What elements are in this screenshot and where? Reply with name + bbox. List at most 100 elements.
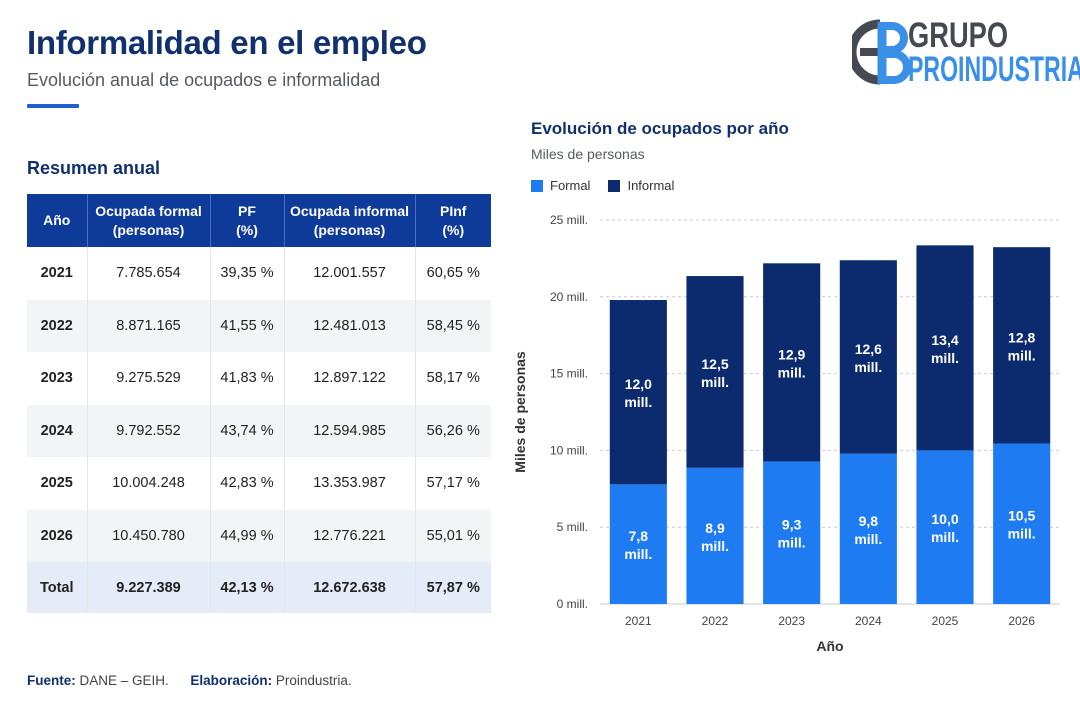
bar-formal: [609, 484, 667, 604]
cell-formal: 9.275.529: [87, 352, 211, 405]
cell-year: 2025: [27, 457, 88, 510]
total-informal: 12.672.638: [284, 562, 416, 613]
total-formal: 9.227.389: [87, 562, 211, 613]
x-tick-label: 2023: [778, 614, 805, 628]
x-tick-label: 2024: [855, 614, 882, 628]
legend-item-formal: Formal: [531, 178, 590, 193]
data-label-informal-unit: mill.: [624, 394, 652, 410]
cell-informal: 12.481.013: [284, 299, 416, 352]
header-formal: Ocupada formal (personas): [87, 194, 211, 247]
y-tick-label: 20 mill.: [550, 290, 588, 304]
stacked-bar-chart: 0 mill. 5 mill. 10 mill. 15 mill. 20 mill. 25…: [512, 213, 1060, 654]
page-subtitle: Evolución anual de ocupados e informalid…: [27, 70, 381, 90]
data-label-formal: 9,8: [859, 513, 879, 529]
table-row: 2022 8.871.165 41,55 % 12.481.013 58,45 …: [27, 299, 491, 352]
cell-pf: 39,35 %: [210, 247, 285, 300]
data-label-formal-unit: mill.: [931, 529, 959, 545]
header-year: Año: [27, 194, 88, 247]
cell-formal: 9.792.552: [87, 404, 211, 457]
x-tick-label: 2022: [702, 614, 729, 628]
total-pf: 42,13 %: [210, 562, 285, 613]
y-tick-label: 15 mill.: [550, 367, 588, 381]
source-label: Fuente:: [27, 673, 76, 688]
table-row: 2026 10.450.780 44,99 % 12.776.221 55,01…: [27, 509, 491, 562]
table-total-row: Total 9.227.389 42,13 % 12.672.638 57,87…: [27, 562, 491, 613]
data-label-informal: 12,9: [778, 346, 805, 362]
data-label-informal-unit: mill.: [931, 350, 959, 366]
data-label-formal: 10,5: [1008, 508, 1035, 524]
legend-label-informal: Informal: [627, 178, 675, 193]
cell-informal: 12.897.122: [284, 352, 416, 405]
data-label-formal-unit: mill.: [701, 538, 729, 554]
bar-informal: [609, 300, 667, 485]
table-row: 2023 9.275.529 41,83 % 12.897.122 58,17 …: [27, 352, 491, 405]
y-tick-label: 10 mill.: [550, 443, 588, 457]
bar-informal: [839, 260, 897, 454]
footer-note: Fuente: DANE – GEIH. Elaboración: Proind…: [27, 673, 352, 688]
data-label-informal: 12,6: [855, 341, 882, 357]
data-label-formal: 10,0: [931, 511, 958, 527]
data-label-informal-unit: mill.: [701, 374, 729, 390]
x-tick-label: 2021: [625, 614, 652, 628]
bar-formal: [686, 467, 744, 604]
bar-informal: [763, 263, 821, 462]
cell-pinf: 55,01 %: [415, 509, 491, 562]
table-row: 2021 7.785.654 39,35 % 12.001.557 60,65 …: [27, 247, 491, 300]
author-value: Proindustria.: [275, 673, 352, 688]
company-logo: GRUPO PROINDUSTRIA: [852, 16, 1080, 89]
header-pinf: PInf (%): [415, 194, 491, 247]
cell-informal: 12.776.221: [284, 509, 416, 562]
data-label-informal-unit: mill.: [778, 364, 806, 380]
logo-text-grupo: GRUPO: [908, 16, 1009, 55]
x-axis-title: Año: [816, 638, 843, 654]
cell-year: 2021: [27, 247, 88, 300]
cell-pf: 44,99 %: [210, 509, 285, 562]
cell-year: 2026: [27, 509, 88, 562]
y-axis-title: Miles de personas: [512, 351, 528, 473]
header-pf: PF (%): [210, 194, 285, 247]
cell-pf: 42,83 %: [210, 457, 285, 510]
y-tick-label: 5 mill.: [557, 520, 588, 534]
cell-informal: 12.594.985: [284, 404, 416, 457]
bar-informal: [916, 245, 974, 451]
cell-formal: 7.785.654: [87, 247, 211, 300]
cell-informal: 13.353.987: [284, 457, 416, 510]
legend-label-formal: Formal: [550, 178, 591, 193]
cell-formal: 10.004.248: [87, 457, 211, 510]
cell-informal: 12.001.557: [284, 247, 416, 300]
data-label-informal: 12,0: [625, 376, 652, 392]
data-label-informal: 12,8: [1008, 329, 1035, 345]
cell-pinf: 56,26 %: [415, 404, 491, 457]
cell-year: 2023: [27, 352, 88, 405]
table-row: 2025 10.004.248 42,83 % 13.353.987 57,17…: [27, 457, 491, 510]
total-pinf: 57,87 %: [415, 562, 491, 613]
cell-year: 2024: [27, 404, 88, 457]
chart-title: Evolución de ocupados por año: [531, 119, 789, 138]
table-header-row: Año Ocupada formal (personas) PF (%) Ocupa…: [27, 194, 491, 247]
logo-mark-icon: [852, 19, 911, 85]
cell-pinf: 57,17 %: [426, 475, 480, 492]
data-label-formal-unit: mill.: [854, 531, 882, 547]
page-title: Informalidad en el empleo: [27, 24, 427, 61]
total-label: Total: [27, 562, 88, 613]
author-label: Elaboración:: [190, 673, 273, 688]
legend-swatch-formal: [531, 179, 543, 192]
summary-table: Año Ocupada formal (personas) PF (%) Ocupa…: [27, 194, 491, 613]
bar-informal: [686, 276, 744, 468]
cell-pinf: 60,65 %: [426, 265, 480, 282]
table-row: 2024 9.792.552 43,74 % 12.594.985 56,26 …: [27, 404, 491, 457]
data-label-informal-unit: mill.: [1008, 347, 1036, 363]
bar-formal: [993, 443, 1051, 604]
cell-formal: 8.871.165: [87, 299, 211, 352]
bar-formal: [763, 461, 821, 604]
cell-pinf: 58,17 %: [426, 370, 480, 387]
data-label-formal: 7,8: [629, 528, 649, 544]
y-tick-label: 25 mill.: [550, 213, 588, 227]
data-label-formal: 8,9: [705, 520, 725, 536]
data-label-formal: 9,3: [782, 517, 802, 533]
y-tick-label: 0 mill.: [557, 597, 588, 611]
legend-item-informal: Informal: [608, 178, 674, 193]
x-tick-label: 2025: [932, 614, 959, 628]
data-label-formal-unit: mill.: [1008, 526, 1036, 542]
cell-year: 2022: [27, 299, 88, 352]
